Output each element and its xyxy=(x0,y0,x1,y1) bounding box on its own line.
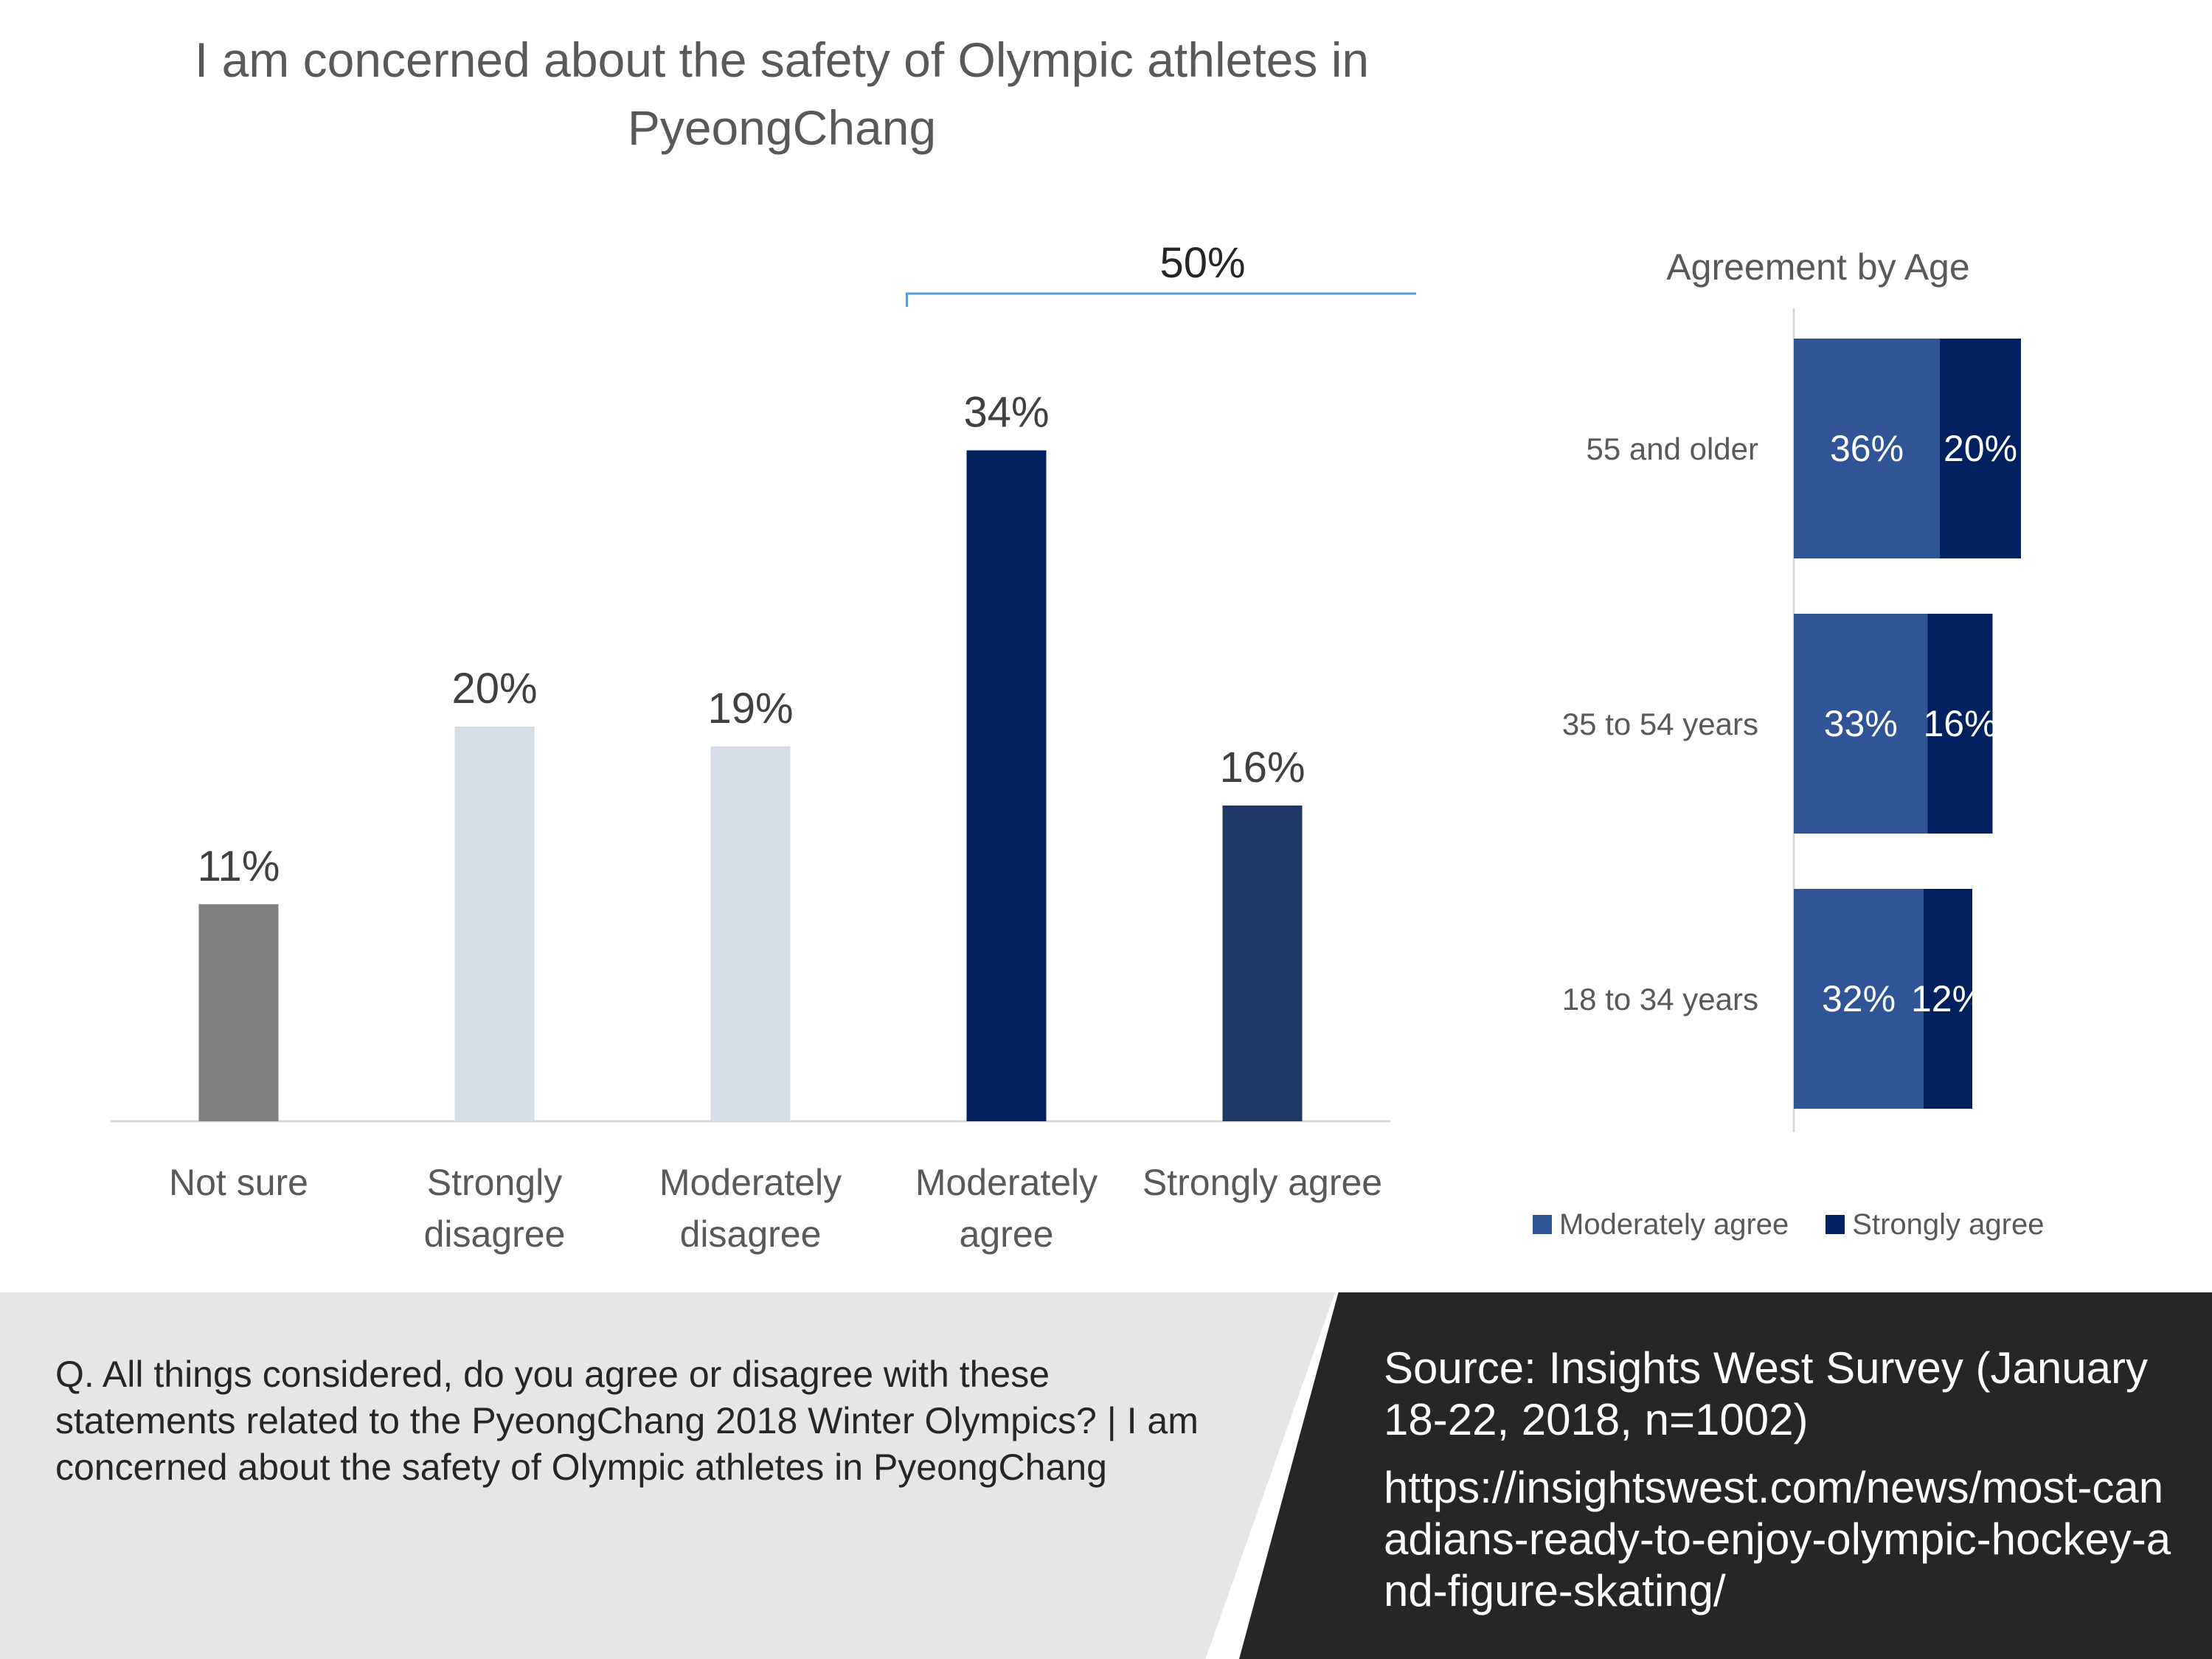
data-label-strongly-agree: 16% xyxy=(1219,744,1305,792)
age-bar-18-to-34-years-moderately-agree xyxy=(1794,889,1924,1109)
x-tick-label-moderately-agree-line-1: Moderately xyxy=(915,1162,1098,1203)
bar-moderately-disagree xyxy=(710,746,791,1121)
question-text: Q. All things considered, do you agree o… xyxy=(55,1354,1199,1488)
age-chart-legend: Moderately agree Strongly agree xyxy=(1533,1202,2044,1247)
legend-label-strongly-agree: Strongly agree xyxy=(1852,1208,2045,1241)
legend-item-strongly-agree: Strongly agree xyxy=(1826,1208,2044,1241)
bar-moderately-agree xyxy=(966,450,1047,1121)
source-block: Source: Insights West Survey (January 18… xyxy=(1384,1343,2180,1617)
x-tick-label-moderately-agree-line-2: agree xyxy=(960,1213,1054,1255)
bar-strongly-disagree xyxy=(454,727,535,1121)
age-bar-55-and-older-moderately-agree xyxy=(1794,339,1940,558)
source-text: Source: Insights West Survey (January 18… xyxy=(1384,1343,2148,1444)
bar-strongly-agree xyxy=(1222,806,1303,1121)
age-data-label-55-and-older-strongly-agree: 20% xyxy=(1944,428,2017,469)
legend-swatch-strongly-agree xyxy=(1826,1215,1845,1234)
age-data-label-18-to-34-years-moderately-agree: 32% xyxy=(1822,978,1896,1019)
data-label-strongly-disagree: 20% xyxy=(451,665,537,713)
age-data-label-35-to-54-years-moderately-agree: 33% xyxy=(1824,703,1898,744)
age-label-18-to-34-years: 18 to 34 years xyxy=(1562,982,1758,1016)
source-panel xyxy=(1239,1292,2212,1659)
age-label-55-and-older: 55 and older xyxy=(1586,432,1758,466)
x-tick-label-not-sure: Not sure xyxy=(169,1162,308,1203)
legend-swatch-moderately-agree xyxy=(1533,1215,1552,1234)
age-bar-35-to-54-years-moderately-agree xyxy=(1794,614,1928,834)
age-data-label-35-to-54-years-strongly-agree: 16% xyxy=(1923,703,1997,744)
legend-item-moderately-agree: Moderately agree xyxy=(1533,1208,1789,1241)
x-tick-label-strongly-disagree-line-2: disagree xyxy=(424,1213,566,1255)
age-data-label-55-and-older-moderately-agree: 36% xyxy=(1830,428,1904,469)
age-bar-55-and-older-strongly-agree xyxy=(1940,339,2021,558)
agree-total-label: 50% xyxy=(1159,239,1245,287)
data-label-not-sure: 11% xyxy=(198,842,280,890)
x-tick-label-moderately-disagree-line-1: Moderately xyxy=(659,1162,842,1203)
age-bar-35-to-54-years-strongly-agree xyxy=(1927,614,1993,834)
agree-total-bracket xyxy=(906,292,1416,307)
age-stacked-bar-chart: 55 and older 36% 20% 35 to 54 years 33% 16% 18… xyxy=(1562,308,2021,1132)
age-label-35-to-54-years: 35 to 54 years xyxy=(1562,707,1758,741)
bar-not-sure xyxy=(198,904,279,1121)
main-bar-chart: 11% Not sure 20% Strongly disagree 19% Moderat… xyxy=(111,239,1416,1255)
age-data-label-18-to-34-years-strongly-agree: 12% xyxy=(1911,978,1985,1019)
x-tick-label-moderately-disagree-line-2: disagree xyxy=(680,1213,822,1255)
x-tick-label-strongly-disagree-line-1: Strongly xyxy=(427,1162,562,1203)
data-label-moderately-disagree: 19% xyxy=(707,685,793,732)
chart-title: I am concerned about the safety of Olymp… xyxy=(194,32,1370,155)
age-bar-18-to-34-years-strongly-agree xyxy=(1924,889,1972,1109)
legend-label-moderately-agree: Moderately agree xyxy=(1559,1208,1789,1241)
x-tick-label-strongly-agree: Strongly agree xyxy=(1143,1162,1382,1203)
age-chart-title: Agreement by Age xyxy=(1666,246,1970,288)
question-panel xyxy=(0,1292,1335,1659)
data-label-moderately-agree: 34% xyxy=(963,389,1049,437)
source-url: https://insightswest.com/news/most-canad… xyxy=(1384,1463,2171,1615)
